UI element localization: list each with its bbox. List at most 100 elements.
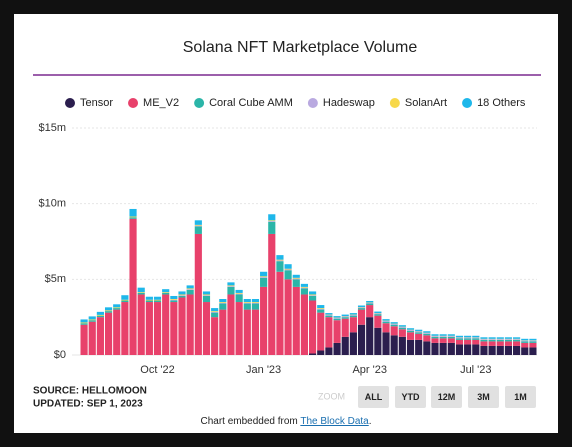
bar-segment: [415, 331, 423, 333]
bar-segment: [227, 286, 235, 295]
bar-segment: [268, 221, 276, 222]
bar-segment: [186, 288, 194, 290]
bar-segment: [153, 300, 162, 303]
zoom-button-label[interactable]: YTD: [402, 392, 421, 402]
legend-swatch: [307, 98, 318, 108]
embed-link[interactable]: The Block Data: [300, 416, 369, 427]
zoom-button[interactable]: [358, 386, 389, 408]
bar-segment: [513, 339, 521, 342]
bar-segment: [129, 216, 137, 218]
bar-segment: [300, 286, 308, 288]
bar-segment: [284, 269, 292, 271]
legend-swatch: [65, 98, 75, 108]
zoom-button-label[interactable]: 12M: [438, 392, 456, 402]
bar-segment: [325, 314, 333, 316]
zoom-button[interactable]: [395, 386, 426, 408]
bar-segment: [390, 324, 398, 327]
bar-segment: [357, 324, 366, 355]
bar-segment: [415, 339, 423, 355]
bar-segment: [513, 345, 521, 355]
legend-label: Hadeswap: [323, 97, 375, 109]
bar-segment: [317, 350, 325, 355]
zoom-button[interactable]: [468, 386, 499, 408]
bar-segment: [219, 299, 227, 303]
zoom-button[interactable]: [505, 386, 536, 408]
bar-segment: [439, 334, 447, 336]
bar-segment: [243, 302, 251, 303]
bar-segment: [398, 325, 406, 327]
bar-segment: [137, 287, 145, 293]
bar-segment: [333, 320, 341, 343]
legend-swatch: [389, 98, 400, 108]
bar-segment: [309, 294, 317, 296]
bar-segment: [504, 339, 513, 340]
bar-segment: [317, 305, 325, 309]
bar-segment: [211, 311, 219, 313]
bar-segment: [276, 259, 284, 261]
zoom-button-label[interactable]: 1M: [514, 392, 527, 402]
bar-segment: [251, 309, 260, 355]
bar-segment: [382, 320, 390, 322]
bar-segment: [235, 302, 243, 355]
bar-segment: [464, 344, 472, 355]
bar-segment: [145, 302, 153, 355]
bar-segment: [325, 315, 333, 318]
bar-segment: [431, 342, 439, 355]
bar-segment: [113, 309, 121, 355]
bar-segment: [96, 314, 104, 316]
bar-segment: [153, 296, 162, 300]
bar-segment: [521, 347, 529, 355]
bar-segment: [504, 339, 513, 342]
bar-segment: [317, 308, 325, 310]
bar-segment: [317, 308, 325, 309]
bar-segment: [194, 225, 202, 227]
bar-segment: [398, 327, 406, 330]
bar-segment: [513, 341, 521, 346]
bar-segment: [398, 327, 406, 328]
y-tick-label: $5m: [45, 273, 66, 285]
bar-segment: [398, 336, 406, 355]
bar-segment: [104, 307, 113, 311]
bar-segment: [480, 337, 488, 339]
bar-segment: [472, 344, 480, 355]
bar-segment: [521, 341, 529, 343]
bar-segment: [145, 300, 153, 303]
zoom-button[interactable]: [431, 386, 462, 408]
legend-swatch: [194, 98, 205, 108]
bar-segment: [309, 300, 317, 354]
bar-segment: [113, 307, 121, 309]
bar-segment: [317, 312, 325, 351]
bar-segment: [374, 314, 382, 316]
bar-segment: [439, 338, 447, 343]
bar-segment: [276, 255, 284, 260]
bar-segment: [472, 338, 480, 340]
bar-segment: [292, 278, 300, 280]
zoom-button-label[interactable]: ALL: [365, 392, 383, 402]
bar-segment: [447, 336, 455, 337]
y-tick-label: $15m: [38, 122, 66, 134]
bar-segment: [129, 208, 137, 217]
bar-segment: [406, 330, 415, 333]
bar-segment: [390, 335, 398, 355]
bar-segment: [219, 302, 227, 303]
bar-segment: [513, 337, 521, 339]
bar-segment: [260, 277, 268, 287]
bar-segment: [529, 347, 537, 355]
bar-segment: [80, 323, 88, 325]
bar-segment: [415, 329, 423, 332]
bar-segment: [219, 309, 227, 355]
bar-segment: [349, 313, 357, 315]
bar-segment: [186, 289, 194, 295]
bar-segment: [88, 320, 96, 322]
bar-segment: [406, 330, 415, 331]
bar-segment: [472, 339, 480, 345]
x-tick-label: Jan '23: [246, 364, 281, 376]
bar-segment: [211, 312, 219, 318]
bar-segment: [268, 233, 276, 355]
bar-segment: [309, 295, 317, 296]
bar-segment: [521, 338, 529, 341]
bar-segment: [170, 302, 178, 355]
bar-segment: [488, 339, 496, 342]
bar-segment: [219, 303, 227, 310]
zoom-button-label[interactable]: 3M: [477, 392, 490, 402]
